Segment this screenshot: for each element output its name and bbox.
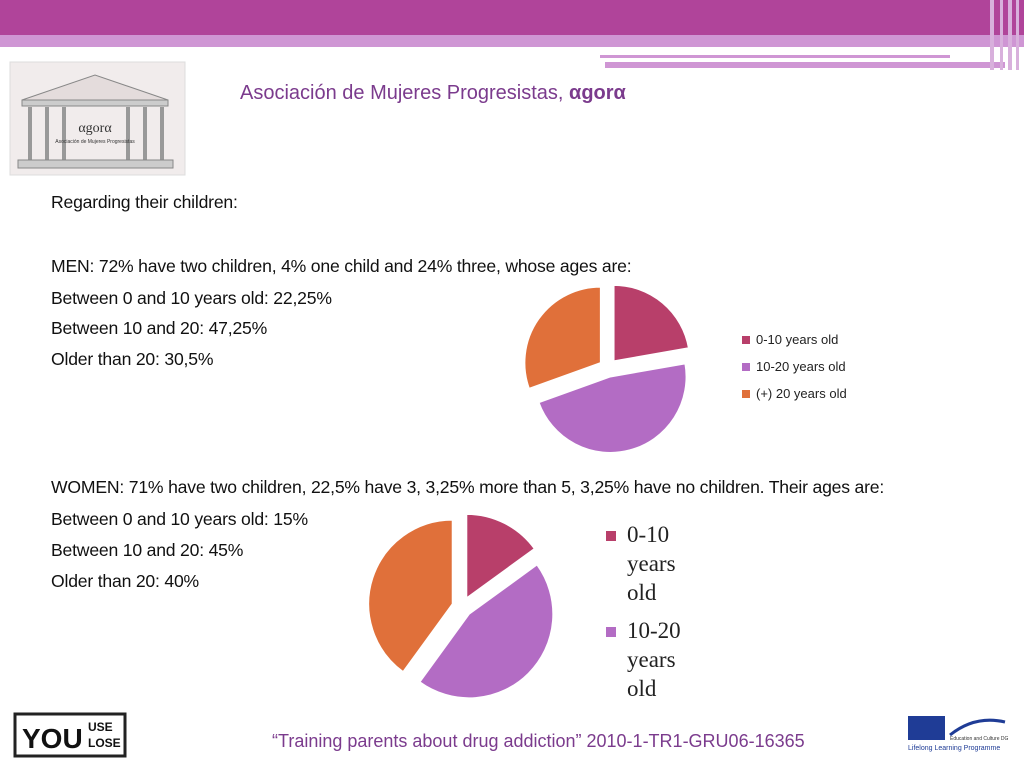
women-line: Older than 20: 40%: [51, 571, 200, 591]
logo-use: USE: [88, 720, 113, 734]
legend-swatch: [742, 336, 750, 344]
legend-swatch: [606, 627, 616, 637]
side-stripe: [1008, 0, 1012, 70]
pie-slice: [523, 286, 602, 390]
pie-slice: [537, 362, 688, 454]
side-stripe: [990, 0, 994, 70]
eu-programme: Lifelong Learning Programme: [908, 745, 1000, 752]
legend-swatch: [742, 390, 750, 398]
top-band: [0, 0, 1024, 35]
logo-you: YOU: [22, 723, 83, 754]
legend-label: 0-10 years old: [627, 522, 676, 605]
legend-label: (+) 20 years old: [756, 386, 847, 401]
women-line: WOMEN: 71% have two children, 22,5% have…: [51, 477, 885, 497]
intro: Regarding their children:: [51, 192, 238, 212]
women-line: Between 0 and 10 years old: 15%: [51, 509, 308, 529]
eu-dg: Education and Culture DG: [950, 736, 1008, 742]
footer-text: “Training parents about drug addiction” …: [272, 731, 805, 751]
top-band-light: [0, 35, 1024, 47]
youuselose-logo: YOU USE LOSE: [13, 712, 127, 758]
logo-lose: LOSE: [88, 736, 121, 750]
slide-title: Asociación de Mujeres Progresistas, αgor…: [240, 82, 626, 105]
men-line: Older than 20: 30,5%: [51, 349, 214, 369]
top-rule: [605, 62, 1005, 68]
legend-swatch: [606, 531, 616, 541]
legend-label: 10-20 years old: [627, 618, 681, 701]
men-line: Between 10 and 20: 47,25%: [51, 318, 268, 338]
legend-swatch: [742, 363, 750, 371]
legend-label: 10-20 years old: [756, 359, 846, 374]
legend-label: 0-10 years old: [756, 332, 838, 347]
men-line: Between 0 and 10 years old: 22,25%: [51, 288, 332, 308]
pie-slice: [465, 513, 536, 600]
logo-subtitle: Asociación de Mujeres Progresistas: [55, 139, 135, 145]
men-line: MEN: 72% have two children, 4% one child…: [51, 256, 632, 276]
top-rule: [600, 55, 950, 58]
logo: αgorα Asociación de Mujeres Progresistas: [9, 61, 186, 176]
side-stripe: [1000, 0, 1003, 70]
logo-name: αgorα: [78, 121, 112, 136]
pie-slice: [613, 284, 690, 363]
title-text: Asociación de Mujeres Progresistas,: [240, 82, 570, 104]
pie-slice: [367, 519, 454, 673]
women-line: Between 10 and 20: 45%: [51, 540, 244, 560]
pie-slice: [418, 563, 554, 699]
eu-logo: Education and Culture DG Lifelong Learni…: [908, 716, 1008, 752]
title-emphasis: αgorα: [569, 82, 626, 104]
side-stripe: [1016, 0, 1019, 70]
